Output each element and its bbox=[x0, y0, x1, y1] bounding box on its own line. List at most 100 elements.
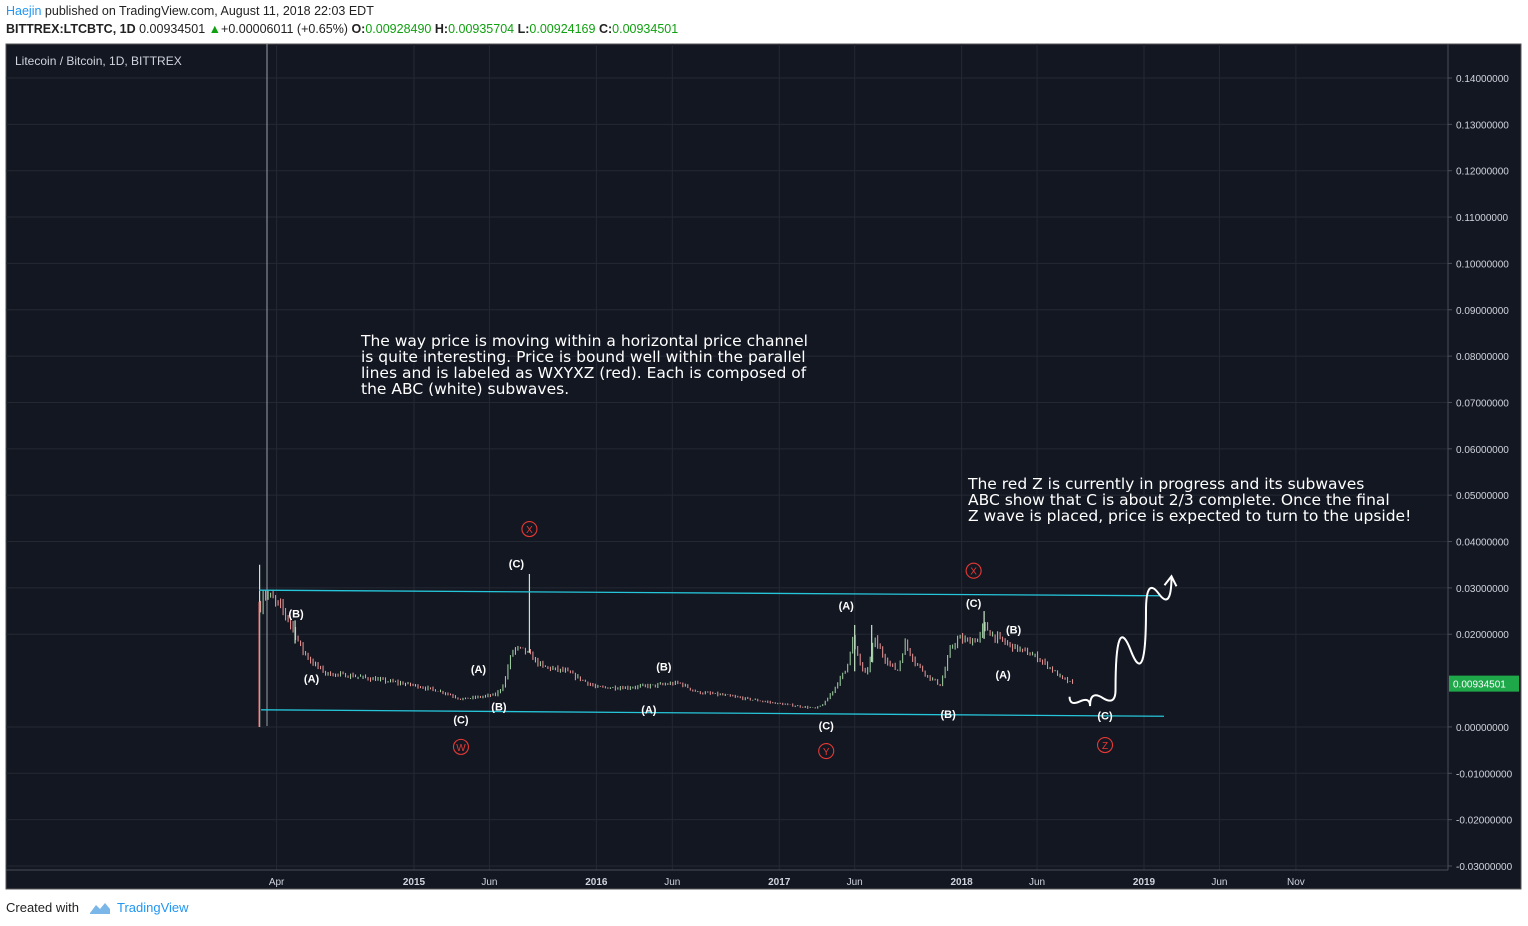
y-tick-label: -0.03000000 bbox=[1456, 862, 1513, 873]
x-tick-label: Jun bbox=[1029, 877, 1045, 888]
wave-label-white: (B) bbox=[1006, 625, 1022, 637]
wave-label-red: Y bbox=[823, 747, 830, 758]
channel-line[interactable] bbox=[261, 709, 1164, 717]
chart-title: Litecoin / Bitcoin, 1D, BITTREX bbox=[15, 54, 182, 68]
y-tick-label: 0.07000000 bbox=[1456, 398, 1509, 409]
x-tick-label: Jun bbox=[664, 877, 680, 888]
wave-label-white: (A) bbox=[471, 664, 487, 676]
annotation-text[interactable]: The way price is moving within a horizon… bbox=[360, 332, 808, 398]
y-tick-label: 0.10000000 bbox=[1456, 259, 1509, 270]
channel-line[interactable] bbox=[259, 589, 1160, 597]
x-tick-label: 2016 bbox=[585, 877, 608, 888]
candles bbox=[258, 564, 1074, 727]
tradingview-link[interactable]: TradingView bbox=[116, 900, 189, 915]
annotation-line: the ABC (white) subwaves. bbox=[361, 380, 569, 398]
wave-label-white: (C) bbox=[453, 715, 469, 727]
annotations: The way price is moving within a horizon… bbox=[360, 332, 1411, 525]
wave-label-red-circle bbox=[452, 738, 470, 755]
wave-label-white: (B) bbox=[940, 709, 956, 721]
wave-label-red-circle bbox=[521, 520, 538, 538]
wave-label-red: Z bbox=[1102, 741, 1108, 752]
wave-label-white: (C) bbox=[819, 721, 835, 733]
x-tick-label: Apr bbox=[269, 877, 285, 888]
x-tick-label: Jun bbox=[1211, 877, 1227, 888]
y-tick-label: 0.06000000 bbox=[1456, 445, 1509, 456]
wave-label-white: (A) bbox=[304, 673, 320, 685]
wave-label-white: (C) bbox=[966, 598, 982, 610]
x-tick-label: Nov bbox=[1287, 877, 1305, 888]
y-tick-label: 0.05000000 bbox=[1456, 491, 1509, 502]
projection-arrow-line[interactable] bbox=[1068, 576, 1173, 707]
x-tick-label: 2015 bbox=[403, 877, 426, 888]
wave-label-white: (A) bbox=[995, 670, 1011, 682]
y-tick-label: 0.08000000 bbox=[1456, 352, 1509, 363]
tradingview-logo-icon bbox=[89, 902, 110, 914]
last-price-tag bbox=[1449, 675, 1519, 692]
wave-labels: (B) (A) (C) (A) (B) (C) (B) (A) (C) (A) (B) (C) (B) (… bbox=[288, 520, 1114, 760]
wave-label-red: X bbox=[970, 567, 977, 578]
x-tick-label: 2018 bbox=[950, 877, 973, 888]
publish-info: Haejin published on TradingView.com, Aug… bbox=[6, 4, 374, 18]
y-tick-label: 0.03000000 bbox=[1456, 584, 1509, 595]
high-label: H: bbox=[434, 22, 449, 36]
last-price-label: 0.00934501 bbox=[1453, 680, 1506, 691]
channel-lines bbox=[259, 589, 1164, 717]
annotation-line: The way price is moving within a horizon… bbox=[360, 332, 808, 350]
symbol-label: BITTREX:LTCBTC, 1D bbox=[6, 22, 136, 36]
close-label: C: bbox=[598, 22, 613, 36]
chart-background bbox=[5, 43, 1522, 890]
grid bbox=[6, 44, 1448, 870]
annotation-line: The red Z is currently in progress and i… bbox=[967, 475, 1364, 493]
change-value: +0.00006011 (+0.65%) bbox=[221, 22, 348, 36]
time-axis[interactable]: Apr 2015 Jun 2016 Jun 2017 Jun 2018 Jun 2019 Jun No… bbox=[269, 877, 1305, 888]
y-tick-label: 0.12000000 bbox=[1456, 167, 1509, 178]
wave-label-white: (B) bbox=[288, 608, 304, 620]
y-tick-label: -0.01000000 bbox=[1456, 769, 1513, 780]
y-tick-label: 0.09000000 bbox=[1456, 306, 1509, 317]
y-tick-label: 0.11000000 bbox=[1456, 213, 1509, 224]
wave-label-red: W bbox=[456, 743, 466, 754]
created-with-text: Created with bbox=[6, 900, 79, 915]
annotation-line: ABC show that C is about 2/3 complete. O… bbox=[968, 491, 1390, 509]
y-tick-label: -0.02000000 bbox=[1456, 816, 1513, 827]
arrowhead-icon bbox=[1163, 574, 1178, 587]
last-price: 0.00934501 bbox=[139, 22, 206, 36]
wave-label-white: (B) bbox=[656, 662, 672, 674]
wave-label-white: (C) bbox=[509, 558, 525, 570]
low-label: L: bbox=[517, 22, 530, 36]
published-text: published on TradingView.com, August 11,… bbox=[44, 4, 374, 18]
wave-label-red: X bbox=[526, 525, 533, 536]
wave-label-white: (A) bbox=[839, 600, 855, 612]
x-tick-label: 2017 bbox=[768, 877, 791, 888]
wave-label-red-circle bbox=[965, 562, 982, 579]
open-label: O: bbox=[351, 22, 366, 36]
projection-arrow bbox=[1068, 574, 1178, 707]
wave-label-red-circle bbox=[818, 742, 835, 760]
close-value: 0.00934501 bbox=[612, 22, 679, 36]
high-value: 0.00935704 bbox=[448, 22, 515, 36]
author-link[interactable]: Haejin bbox=[6, 4, 42, 18]
x-tick-label: Jun bbox=[481, 877, 497, 888]
annotation-line: is quite interesting. Price is bound wel… bbox=[361, 348, 806, 366]
y-tick-label: 0.02000000 bbox=[1456, 630, 1509, 641]
x-tick-label: 2019 bbox=[1133, 877, 1156, 888]
y-tick-label: 0.04000000 bbox=[1456, 538, 1509, 549]
x-tick-label: Jun bbox=[847, 877, 863, 888]
footer: Created with TradingView bbox=[6, 900, 189, 915]
wave-label-white: (B) bbox=[491, 702, 507, 714]
wave-label-white: (A) bbox=[641, 704, 657, 716]
y-tick-label: 0.13000000 bbox=[1456, 120, 1509, 131]
wave-label-white: (C) bbox=[1097, 710, 1113, 722]
up-arrow-icon: ▲ bbox=[208, 22, 222, 36]
low-value: 0.00924169 bbox=[529, 22, 596, 36]
price-axis[interactable]: 0.14000000 0.13000000 0.12000000 0.11000000… bbox=[1448, 74, 1519, 873]
ohlc-bar: BITTREX:LTCBTC, 1D 0.00934501 ▲+0.000060… bbox=[6, 22, 678, 36]
annotation-line: Z wave is placed, price is expected to t… bbox=[968, 507, 1411, 525]
wave-label-red-circle bbox=[1096, 736, 1114, 754]
annotation-line: lines and is labeled as WXYXZ (red). Eac… bbox=[361, 364, 807, 382]
annotation-text[interactable]: The red Z is currently in progress and i… bbox=[967, 475, 1411, 525]
open-value: 0.00928490 bbox=[365, 22, 432, 36]
y-tick-label: 0.14000000 bbox=[1456, 74, 1509, 85]
y-tick-label: 0.00000000 bbox=[1456, 723, 1509, 734]
